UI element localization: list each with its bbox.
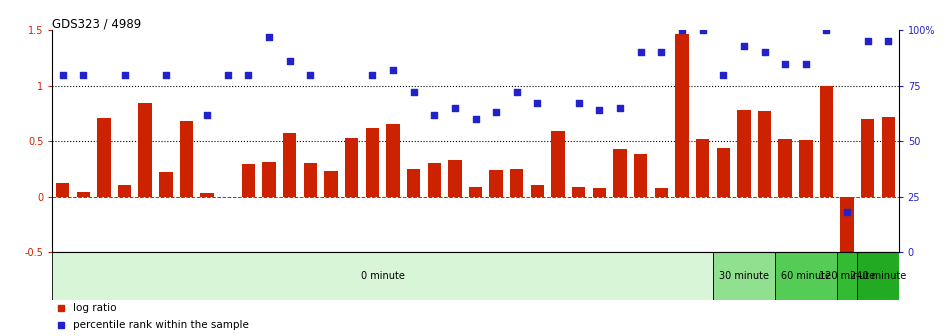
Text: 0 minute: 0 minute (360, 271, 404, 281)
Bar (861, 119, 874, 197)
Point (798, 61, 813, 66)
Bar (572, 186, 586, 197)
Point (489, 110, 504, 115)
Bar (779, 139, 792, 197)
Bar (242, 164, 255, 197)
Point (158, 72, 173, 77)
Bar (841, 197, 854, 254)
Text: GDS323 / 4989: GDS323 / 4989 (52, 17, 142, 30)
Bar (56, 183, 69, 197)
Point (881, 39, 896, 44)
Bar (180, 121, 193, 197)
Point (778, 61, 793, 66)
Text: 240 minute: 240 minute (850, 271, 906, 281)
Bar (713, 252, 775, 300)
Point (612, 105, 628, 111)
Bar (634, 155, 648, 197)
Bar (552, 131, 565, 197)
Bar (448, 160, 461, 197)
Point (695, 28, 710, 33)
Point (282, 58, 298, 64)
Bar (262, 162, 276, 197)
Bar (118, 185, 131, 197)
Text: 120 minute: 120 minute (819, 271, 875, 281)
Bar (469, 186, 482, 197)
Point (633, 50, 649, 55)
Point (447, 105, 462, 111)
Bar (592, 188, 606, 197)
Point (509, 90, 524, 95)
Point (241, 72, 256, 77)
Point (572, 101, 587, 106)
Point (592, 108, 607, 113)
Point (55, 72, 70, 77)
Point (653, 50, 669, 55)
Bar (490, 170, 503, 197)
Point (117, 72, 132, 77)
Bar (283, 133, 297, 197)
Point (76, 72, 91, 77)
Point (221, 72, 236, 77)
Bar (675, 34, 689, 197)
Point (840, 209, 855, 215)
Bar (97, 118, 110, 197)
Point (736, 43, 751, 48)
Text: percentile rank within the sample: percentile rank within the sample (73, 320, 249, 330)
Point (715, 72, 730, 77)
Bar (77, 192, 90, 197)
Bar (303, 163, 317, 197)
Point (427, 112, 442, 117)
Point (757, 50, 772, 55)
Bar (696, 139, 709, 197)
Bar (858, 252, 899, 300)
Bar (775, 252, 837, 300)
Text: log ratio: log ratio (73, 303, 117, 313)
Bar (613, 149, 627, 197)
Point (406, 90, 421, 95)
Bar (386, 125, 399, 197)
Bar (758, 111, 771, 197)
Point (468, 116, 483, 122)
Bar (159, 172, 172, 197)
Bar (654, 188, 668, 197)
Bar (716, 148, 730, 197)
Point (819, 28, 834, 33)
Bar (837, 252, 858, 300)
Bar (365, 128, 379, 197)
Point (860, 39, 875, 44)
Bar (201, 193, 214, 197)
Bar (737, 110, 750, 197)
Bar (799, 140, 812, 197)
Bar (531, 185, 544, 197)
Bar (345, 138, 359, 197)
Point (302, 72, 318, 77)
Bar (407, 169, 420, 197)
Point (364, 72, 379, 77)
Text: 60 minute: 60 minute (781, 271, 831, 281)
Bar (820, 86, 833, 197)
Point (674, 28, 689, 33)
Point (262, 34, 277, 40)
Bar (882, 117, 895, 197)
Bar (139, 103, 152, 197)
Bar (324, 171, 338, 197)
Text: 30 minute: 30 minute (719, 271, 768, 281)
Bar (52, 252, 713, 300)
Bar (510, 169, 523, 197)
Bar (428, 163, 441, 197)
Point (530, 101, 545, 106)
Point (385, 68, 400, 73)
Point (200, 112, 215, 117)
